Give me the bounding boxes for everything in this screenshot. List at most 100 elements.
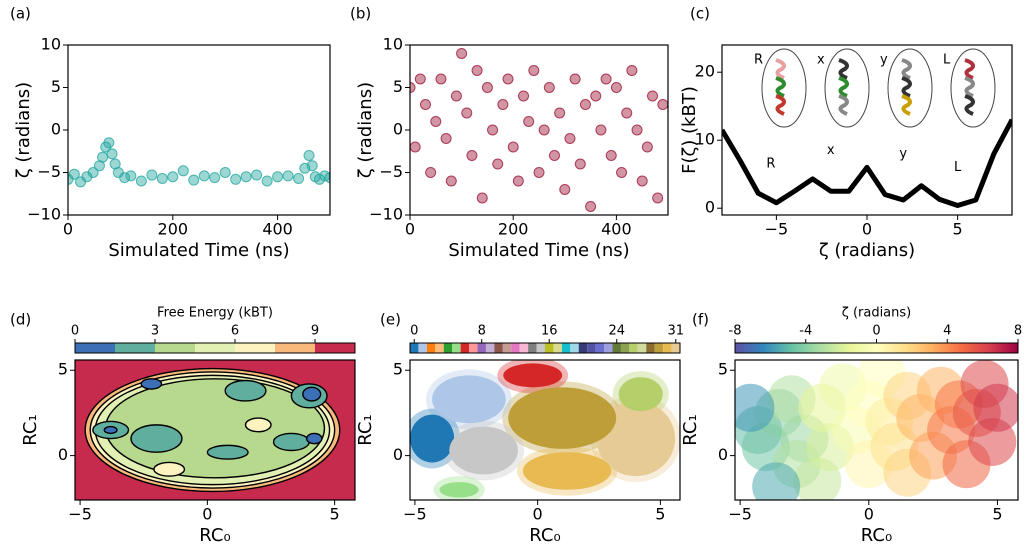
contour-region (244, 417, 272, 433)
point (81, 171, 93, 183)
point (621, 107, 633, 119)
y-tick-label: 0 (393, 120, 403, 139)
colorbar-segment (654, 343, 664, 353)
colorbar-tick-label: 31 (668, 324, 685, 339)
point (461, 107, 473, 119)
colorbar-segment (75, 343, 115, 353)
plot-area (410, 48, 668, 212)
panel-label: (f) (692, 311, 709, 329)
point (626, 65, 638, 76)
point (156, 172, 168, 184)
colorbar-segment (235, 343, 275, 353)
point (419, 99, 431, 110)
point (456, 48, 468, 59)
colorbar-tick-label: 4 (943, 324, 951, 339)
cluster (410, 414, 455, 463)
colorbar-tick-label: 3 (151, 324, 159, 339)
colorbar-segment (528, 343, 537, 353)
point (476, 192, 488, 204)
y-tick-label: 0 (718, 445, 728, 464)
point (293, 172, 305, 184)
y-tick-label: 10 (383, 35, 403, 54)
contour-region (224, 379, 267, 402)
colorbar-segment (485, 343, 495, 353)
helix (964, 58, 975, 80)
x-tick-label: 5 (330, 505, 340, 524)
y-axis-label: RC₁ (680, 414, 701, 445)
plot-area (722, 118, 1012, 208)
y-tick-label: 5 (58, 360, 68, 379)
helix (964, 76, 975, 98)
point (106, 148, 118, 160)
x-tick-label: 400 (262, 220, 293, 239)
colorbar (735, 343, 1018, 353)
point (198, 170, 210, 182)
inset-label: L (943, 53, 951, 68)
point (735, 383, 775, 432)
y-tick-label: 5 (393, 360, 403, 379)
inset-frame (761, 48, 807, 128)
colorbar-segment (595, 343, 605, 353)
colorbar-tick-label: 0 (410, 324, 418, 339)
colorbar-segment (477, 343, 486, 353)
colorbar-segment (195, 343, 235, 353)
point (261, 175, 273, 187)
helix (901, 76, 912, 98)
point (68, 168, 80, 180)
colorbar-frame (74, 342, 356, 354)
y-tick-label: −10 (27, 205, 61, 224)
colorbar-segment (604, 343, 613, 353)
helix (901, 58, 912, 80)
helix (838, 58, 849, 80)
point (533, 167, 545, 178)
helix (838, 76, 849, 98)
panel-label: (d) (10, 311, 31, 329)
y-axis-label: RC₁ (355, 414, 376, 445)
point (466, 150, 478, 161)
contour-region (305, 432, 323, 445)
x-tick-label: 0 (864, 505, 874, 524)
panel: (d) −5 0 5 0 5 RC₀ RC₁ 0 3 6 9 Free Energy (kBT) (10, 306, 356, 546)
point (471, 65, 483, 76)
y-tick-label: −5 (37, 162, 61, 181)
y-tick-label: −5 (379, 162, 403, 181)
x-axis-label: RC₀ (199, 525, 230, 546)
point (306, 160, 318, 172)
y-tick-label: −10 (369, 205, 403, 224)
x-tick-label: −5 (728, 505, 752, 524)
point (97, 151, 109, 163)
panel: (e) −5 0 5 0 5 RC₀ RC₁ 0 8 16 24 31 (355, 311, 684, 547)
colorbar-label: ζ (radians) (842, 306, 912, 321)
axes-frame (74, 359, 356, 501)
point (87, 167, 99, 178)
colorbar-tick-label: -8 (729, 324, 742, 339)
point (554, 107, 566, 119)
axes-frame (734, 359, 1019, 501)
colorbar-tick-label: 6 (231, 324, 239, 339)
point (103, 137, 115, 149)
colorbar-label: Free Energy (kBT) (157, 306, 273, 321)
plot-area (68, 137, 330, 188)
colorbar-segment (315, 343, 355, 353)
point (410, 141, 421, 153)
point (414, 73, 426, 85)
x-axis-label: Simulated Time (ns) (448, 240, 629, 261)
point (559, 184, 571, 195)
axes-frame (67, 44, 331, 216)
point (569, 73, 581, 85)
x-tick-label: 0 (533, 505, 543, 524)
x-tick-label: 400 (601, 220, 632, 239)
point (507, 141, 519, 153)
panel: (a) 0 200 400 −10 −5 0 5 10 Simulated Time (ns) ζ … (10, 5, 331, 261)
point (445, 175, 457, 187)
point (574, 158, 586, 170)
colorbar-segment (561, 343, 571, 353)
colorbar-segment (519, 343, 529, 353)
cluster (503, 363, 563, 388)
helix (775, 76, 786, 98)
colorbar-segment (570, 343, 579, 353)
annotation: y (899, 146, 907, 161)
colorbar-segment (502, 343, 512, 353)
y-tick-label: 0 (58, 445, 68, 464)
point (610, 82, 622, 93)
